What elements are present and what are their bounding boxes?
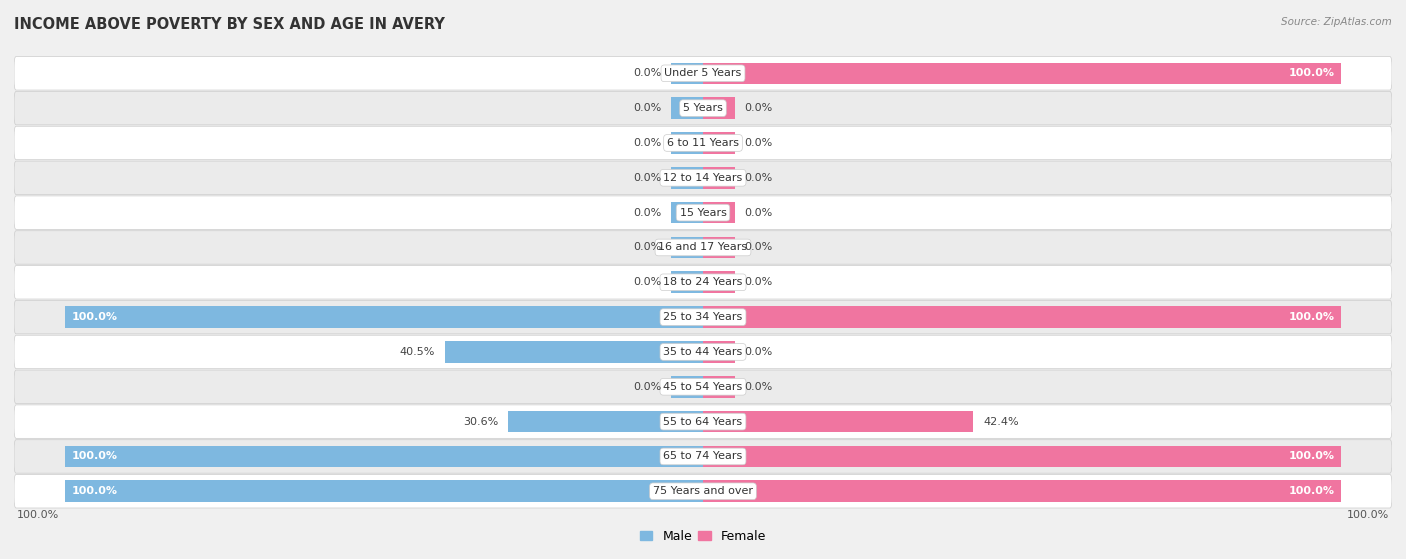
FancyBboxPatch shape [14, 126, 1392, 160]
Text: 12 to 14 Years: 12 to 14 Years [664, 173, 742, 183]
Bar [703, 446, 1341, 467]
Text: 0.0%: 0.0% [744, 103, 773, 113]
Bar [671, 202, 703, 224]
Text: 100.0%: 100.0% [72, 312, 118, 322]
Bar [65, 306, 703, 328]
Bar [703, 236, 735, 258]
Text: 75 Years and over: 75 Years and over [652, 486, 754, 496]
Text: 0.0%: 0.0% [744, 138, 773, 148]
FancyBboxPatch shape [14, 300, 1392, 334]
Text: 15 Years: 15 Years [679, 207, 727, 217]
Text: 18 to 24 Years: 18 to 24 Years [664, 277, 742, 287]
Text: 0.0%: 0.0% [633, 173, 662, 183]
FancyBboxPatch shape [14, 335, 1392, 369]
Text: 42.4%: 42.4% [983, 416, 1019, 427]
Bar [703, 411, 973, 433]
FancyBboxPatch shape [14, 231, 1392, 264]
FancyBboxPatch shape [14, 92, 1392, 125]
Bar [65, 446, 703, 467]
Text: 65 to 74 Years: 65 to 74 Years [664, 452, 742, 461]
Text: 35 to 44 Years: 35 to 44 Years [664, 347, 742, 357]
Legend: Male, Female: Male, Female [636, 525, 770, 548]
Text: 100.0%: 100.0% [72, 486, 118, 496]
Bar [671, 97, 703, 119]
Text: 100.0%: 100.0% [1288, 68, 1334, 78]
Bar [703, 132, 735, 154]
FancyBboxPatch shape [14, 405, 1392, 438]
Bar [703, 306, 1341, 328]
Bar [671, 376, 703, 397]
Bar [703, 376, 735, 397]
Text: Under 5 Years: Under 5 Years [665, 68, 741, 78]
Text: 0.0%: 0.0% [744, 382, 773, 392]
Bar [671, 236, 703, 258]
Bar [703, 97, 735, 119]
Bar [508, 411, 703, 433]
Text: 6 to 11 Years: 6 to 11 Years [666, 138, 740, 148]
FancyBboxPatch shape [14, 161, 1392, 195]
Text: 100.0%: 100.0% [1347, 510, 1389, 520]
Text: 55 to 64 Years: 55 to 64 Years [664, 416, 742, 427]
Bar [703, 202, 735, 224]
Text: Source: ZipAtlas.com: Source: ZipAtlas.com [1281, 17, 1392, 27]
FancyBboxPatch shape [14, 475, 1392, 508]
Text: 40.5%: 40.5% [399, 347, 434, 357]
Text: 100.0%: 100.0% [1288, 312, 1334, 322]
Text: 0.0%: 0.0% [744, 277, 773, 287]
Text: 0.0%: 0.0% [633, 103, 662, 113]
Text: 0.0%: 0.0% [633, 68, 662, 78]
Text: 100.0%: 100.0% [1288, 486, 1334, 496]
Text: 0.0%: 0.0% [633, 243, 662, 253]
Bar [671, 132, 703, 154]
Text: 16 and 17 Years: 16 and 17 Years [658, 243, 748, 253]
Text: 100.0%: 100.0% [1288, 452, 1334, 461]
FancyBboxPatch shape [14, 370, 1392, 404]
Text: 0.0%: 0.0% [744, 243, 773, 253]
Text: 0.0%: 0.0% [633, 277, 662, 287]
Text: 0.0%: 0.0% [633, 138, 662, 148]
Bar [703, 481, 1341, 502]
Bar [444, 341, 703, 363]
Bar [671, 272, 703, 293]
Bar [65, 481, 703, 502]
Text: 100.0%: 100.0% [17, 510, 59, 520]
Text: 25 to 34 Years: 25 to 34 Years [664, 312, 742, 322]
FancyBboxPatch shape [14, 196, 1392, 229]
Text: 5 Years: 5 Years [683, 103, 723, 113]
Text: 0.0%: 0.0% [744, 207, 773, 217]
Bar [703, 167, 735, 188]
Text: 0.0%: 0.0% [744, 347, 773, 357]
Bar [671, 63, 703, 84]
Bar [703, 272, 735, 293]
Text: 0.0%: 0.0% [744, 173, 773, 183]
FancyBboxPatch shape [14, 440, 1392, 473]
Bar [671, 167, 703, 188]
Text: 45 to 54 Years: 45 to 54 Years [664, 382, 742, 392]
Text: 0.0%: 0.0% [633, 207, 662, 217]
Text: 30.6%: 30.6% [463, 416, 498, 427]
Text: 100.0%: 100.0% [72, 452, 118, 461]
Bar [703, 63, 1341, 84]
FancyBboxPatch shape [14, 266, 1392, 299]
Bar [703, 341, 735, 363]
FancyBboxPatch shape [14, 56, 1392, 90]
Text: INCOME ABOVE POVERTY BY SEX AND AGE IN AVERY: INCOME ABOVE POVERTY BY SEX AND AGE IN A… [14, 17, 444, 32]
Text: 0.0%: 0.0% [633, 382, 662, 392]
